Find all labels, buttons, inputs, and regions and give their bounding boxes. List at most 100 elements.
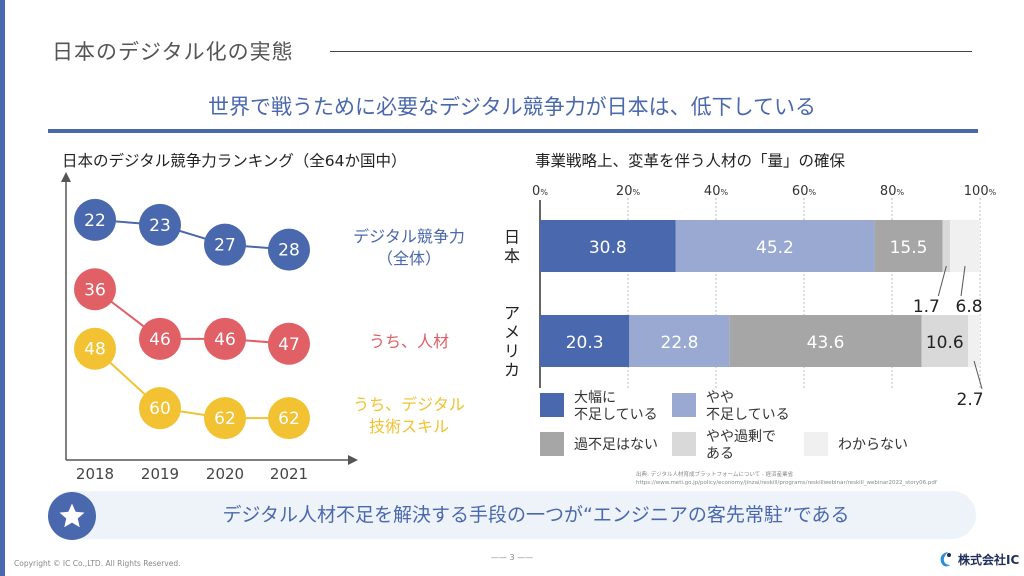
company-logo: 株式会社IC <box>936 550 1019 568</box>
category-label: リ <box>504 342 520 361</box>
x-tick-unit: % <box>720 188 728 197</box>
ranking-line-chart: 2018 2019 2020 2021 22 23 27 28 36 46 46 47 48 60 62 62 <box>61 172 358 483</box>
bar-segment <box>629 315 730 367</box>
page-subtitle: 世界で戦うために必要なデジタル競争力が日本は、低下している <box>208 95 816 119</box>
legend-label: 不足している <box>706 407 790 423</box>
left-accent-bar <box>0 0 5 576</box>
leader-line <box>937 265 947 297</box>
data-label: 46 <box>149 330 171 350</box>
data-label: 27 <box>214 236 236 256</box>
star-icon <box>48 492 96 540</box>
legend-label: 不足している <box>574 407 658 423</box>
series-label-line: デジタル競争力 <box>353 226 465 246</box>
bar-segment <box>675 220 875 272</box>
legend-swatch <box>672 432 696 456</box>
x-tick-unit: % <box>632 188 640 197</box>
y-axis-arrow <box>61 172 71 182</box>
legend-label: ある <box>706 446 734 462</box>
data-label: 46 <box>214 330 236 350</box>
data-point <box>268 322 310 365</box>
data-point <box>268 397 310 440</box>
data-point <box>139 203 181 246</box>
bar-segment <box>540 315 630 367</box>
data-point <box>204 397 246 440</box>
data-label: 60 <box>149 399 171 419</box>
data-label: 23 <box>149 216 171 236</box>
series-label-line: 技術スキル <box>368 417 449 437</box>
data-point <box>74 198 116 241</box>
legend-swatch <box>804 432 828 456</box>
legend-label: 大幅に <box>574 390 616 406</box>
title-rule <box>330 51 972 52</box>
series-label: うち、デジタル 技術スキル <box>345 394 473 438</box>
x-tick-label: 2020 <box>206 465 244 483</box>
x-tick-unit: % <box>896 188 904 197</box>
x-tick-label: 40% <box>704 184 729 199</box>
data-point <box>139 317 181 360</box>
category-label: ア <box>504 304 520 323</box>
data-label: 62 <box>278 409 300 429</box>
series-line <box>94 288 290 345</box>
x-tick-unit: % <box>808 188 816 197</box>
bar-segment <box>921 315 969 367</box>
data-point <box>204 223 246 266</box>
leader-line <box>960 265 966 297</box>
series-label: うち、人材 <box>345 331 473 353</box>
data-point <box>139 387 181 430</box>
legend-label: 過不足はない <box>574 437 658 453</box>
data-label: 22 <box>84 211 106 231</box>
conclusion-text: デジタル人材不足を解決する手段の一つが“エンジニアの客先常駐”である <box>222 504 850 526</box>
conclusion-banner <box>48 491 976 539</box>
bar-data-label: 6.8 <box>956 297 983 317</box>
bar-data-label: 10.6 <box>926 333 964 353</box>
x-tick-label: 20% <box>616 184 641 199</box>
stacked-chart-title: 事業戦略上、変革を伴う人材の「量」の確保 <box>535 152 846 170</box>
source-url[interactable]: https://www.meti.go.jp/policy/economy/ji… <box>636 480 937 486</box>
bar-segment <box>729 315 922 367</box>
bar-segment <box>874 220 943 272</box>
series-label-line: （全体） <box>376 248 441 268</box>
copyright: Copyright © IC Co.,LTD. All Rights Reser… <box>14 559 181 568</box>
series-label-line: うち、デジタル <box>353 395 465 415</box>
subtitle-rule <box>48 129 978 133</box>
source-note: 出典: デジタル人材育成プラットフォームについて - 経済産業省 <box>636 472 794 478</box>
data-point <box>74 268 116 311</box>
x-tick-unit: % <box>989 188 997 197</box>
legend-label: やや過剰で <box>706 429 776 445</box>
x-tick-label: 100% <box>964 184 997 199</box>
x-tick-label: 2019 <box>141 465 179 483</box>
bar-segment <box>950 220 980 272</box>
legend-label: わからない <box>838 437 908 453</box>
x-tick-unit: % <box>540 188 548 197</box>
series-line <box>94 218 290 251</box>
bar-data-label: 15.5 <box>890 238 928 258</box>
ic-logo-icon <box>940 552 951 567</box>
legend-swatch <box>540 432 564 456</box>
category-label: 日 <box>504 228 520 247</box>
category-label: カ <box>504 361 520 380</box>
bar-segment <box>540 220 676 272</box>
x-tick-label: 80% <box>880 184 905 199</box>
bar-segment <box>968 315 980 367</box>
x-tick-label: 0% <box>532 184 548 199</box>
series-line <box>94 347 289 420</box>
x-axis-arrow <box>348 455 358 465</box>
category-label: メ <box>504 323 520 342</box>
bar-data-label: 2.7 <box>957 390 984 410</box>
page-number: —— 3 —— <box>490 553 534 562</box>
series-label-line: うち、人材 <box>368 331 449 351</box>
series-label: デジタル競争力 （全体） <box>345 226 473 270</box>
category-label: 本 <box>504 247 520 266</box>
legend-label: やや <box>706 390 734 406</box>
bar-data-label: 45.2 <box>756 238 794 258</box>
ranking-chart-title: 日本のデジタル競争力ランキング（全64か国中） <box>62 152 407 170</box>
bar-data-label: 22.8 <box>661 333 699 353</box>
data-label: 36 <box>84 280 106 300</box>
data-label: 47 <box>278 335 300 355</box>
x-tick-label: 2018 <box>76 465 114 483</box>
bar-data-label: 43.6 <box>807 333 845 353</box>
data-point <box>204 317 246 360</box>
data-point <box>74 327 116 370</box>
data-point <box>268 228 310 271</box>
